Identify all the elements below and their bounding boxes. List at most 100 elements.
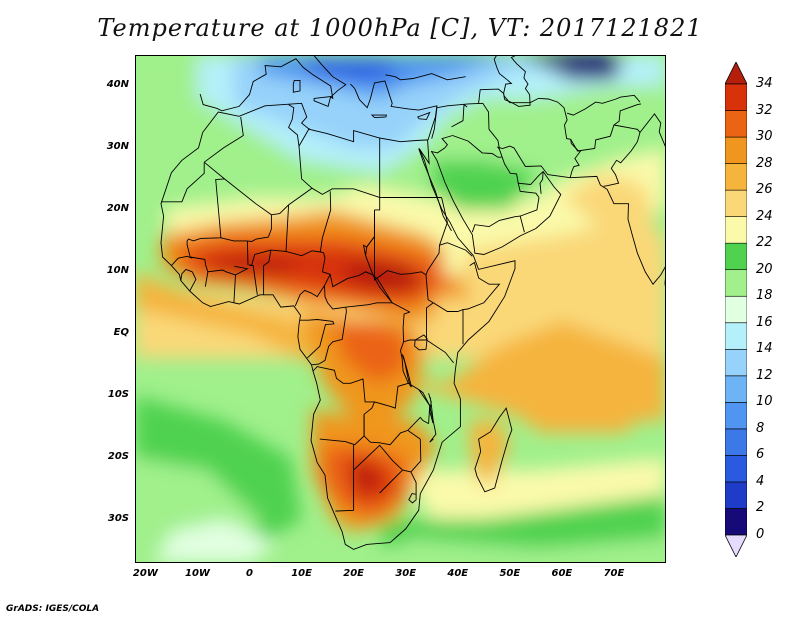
country-border <box>246 240 249 266</box>
country-border <box>471 224 490 233</box>
country-border <box>180 268 193 281</box>
legend-level-label: 14 <box>756 341 773 357</box>
lat-tick-label: 20S <box>107 450 129 462</box>
west-hotspot <box>207 259 302 272</box>
country-border <box>299 319 335 359</box>
country-border <box>353 444 411 473</box>
legend-band <box>725 242 747 271</box>
legend-level-label: 8 <box>756 420 765 436</box>
legend-under-arrow <box>725 534 747 557</box>
lon-tick-label: 10E <box>291 568 312 579</box>
country-borders <box>160 55 666 550</box>
country-border <box>379 469 403 494</box>
country-border <box>639 113 666 149</box>
country-border <box>329 271 394 308</box>
asia-coastline <box>430 145 666 285</box>
country-border <box>570 103 642 152</box>
country-border <box>298 146 313 189</box>
country-border <box>362 236 375 256</box>
lon-tick-label: 70E <box>603 568 625 579</box>
africa-coastline <box>160 102 516 550</box>
legend-band <box>725 375 747 403</box>
country-border <box>488 215 521 227</box>
sicily <box>313 95 332 108</box>
legend-level-label: 12 <box>756 367 773 383</box>
legend-level-label: 2 <box>756 500 765 516</box>
atlantic-northwest <box>135 147 219 223</box>
legend-band <box>725 481 747 509</box>
country-border <box>426 302 454 364</box>
lon-tick-label: 20E <box>343 568 365 579</box>
legend-over-arrow <box>725 62 747 85</box>
legend-level-label: 0 <box>756 527 765 542</box>
country-border <box>566 94 641 116</box>
legend-band <box>725 322 747 350</box>
caspian-west-coast <box>493 55 513 100</box>
country-border <box>363 382 429 446</box>
country-border <box>335 444 355 512</box>
legend-band <box>725 295 747 324</box>
country-border <box>451 103 468 128</box>
country-border <box>203 116 244 163</box>
legend-band <box>725 216 747 244</box>
cyprus <box>416 111 431 120</box>
legend-level-label: 4 <box>756 473 765 489</box>
country-border <box>418 389 437 443</box>
lat-tick-label: EQ <box>113 326 129 338</box>
lat-tick-label: 10S <box>107 388 129 400</box>
country-border <box>294 285 325 307</box>
legend-level-label: 22 <box>756 235 773 251</box>
legend-level-label: 10 <box>756 394 773 410</box>
balkans-cold <box>301 61 406 80</box>
madagascar-outline <box>474 407 513 493</box>
lat-tick-label: 40N <box>106 78 129 90</box>
india-warm <box>561 172 656 260</box>
lon-tick-label: 50E <box>499 568 521 579</box>
legend-band <box>725 455 747 483</box>
legend-band <box>725 136 747 164</box>
lon-tick-label: 40E <box>447 568 469 579</box>
country-border <box>319 414 365 446</box>
country-border <box>288 104 310 148</box>
legend-band <box>725 110 747 138</box>
legend-level-label: 20 <box>756 261 773 277</box>
country-border <box>220 214 272 242</box>
lat-tick-label: 10N <box>106 264 129 276</box>
credit-label: GrADS: IGES/COLA <box>6 604 100 614</box>
lat-tick-label: 30N <box>106 140 129 152</box>
lat-tick-label: 20N <box>106 202 129 214</box>
country-border <box>320 251 347 310</box>
indian-ocean-warm <box>489 333 666 433</box>
country-border <box>439 242 473 257</box>
lake-malawi <box>428 393 434 424</box>
south-indian-cool <box>379 494 666 551</box>
color-legend <box>725 62 747 557</box>
lake-victoria <box>414 334 428 351</box>
lat-tick-label: 30S <box>107 512 129 524</box>
country-border <box>312 366 375 403</box>
ethiopia-north <box>442 240 469 278</box>
country-border <box>190 256 209 272</box>
country-border <box>431 135 453 154</box>
temperature-map <box>135 55 666 563</box>
lon-tick-label: 30E <box>395 568 417 579</box>
sudan-hotspot <box>343 259 427 291</box>
country-border <box>233 265 249 303</box>
legend-band <box>725 508 747 536</box>
country-border <box>519 197 540 233</box>
legend-level-label: 30 <box>756 129 773 145</box>
legend-level-label: 6 <box>756 447 765 463</box>
country-border <box>433 261 501 312</box>
country-border <box>171 178 225 266</box>
legend-band <box>725 428 747 456</box>
congo-hot <box>332 321 406 384</box>
south-atlantic-cold <box>155 519 276 563</box>
country-border <box>452 135 502 158</box>
red-sea-west <box>418 148 452 232</box>
country-border <box>189 271 197 292</box>
country-border <box>379 138 442 198</box>
country-border <box>311 307 347 366</box>
lon-tick-label: 0 <box>246 568 253 579</box>
southern-ocean <box>405 538 666 563</box>
legend-band <box>725 402 747 430</box>
